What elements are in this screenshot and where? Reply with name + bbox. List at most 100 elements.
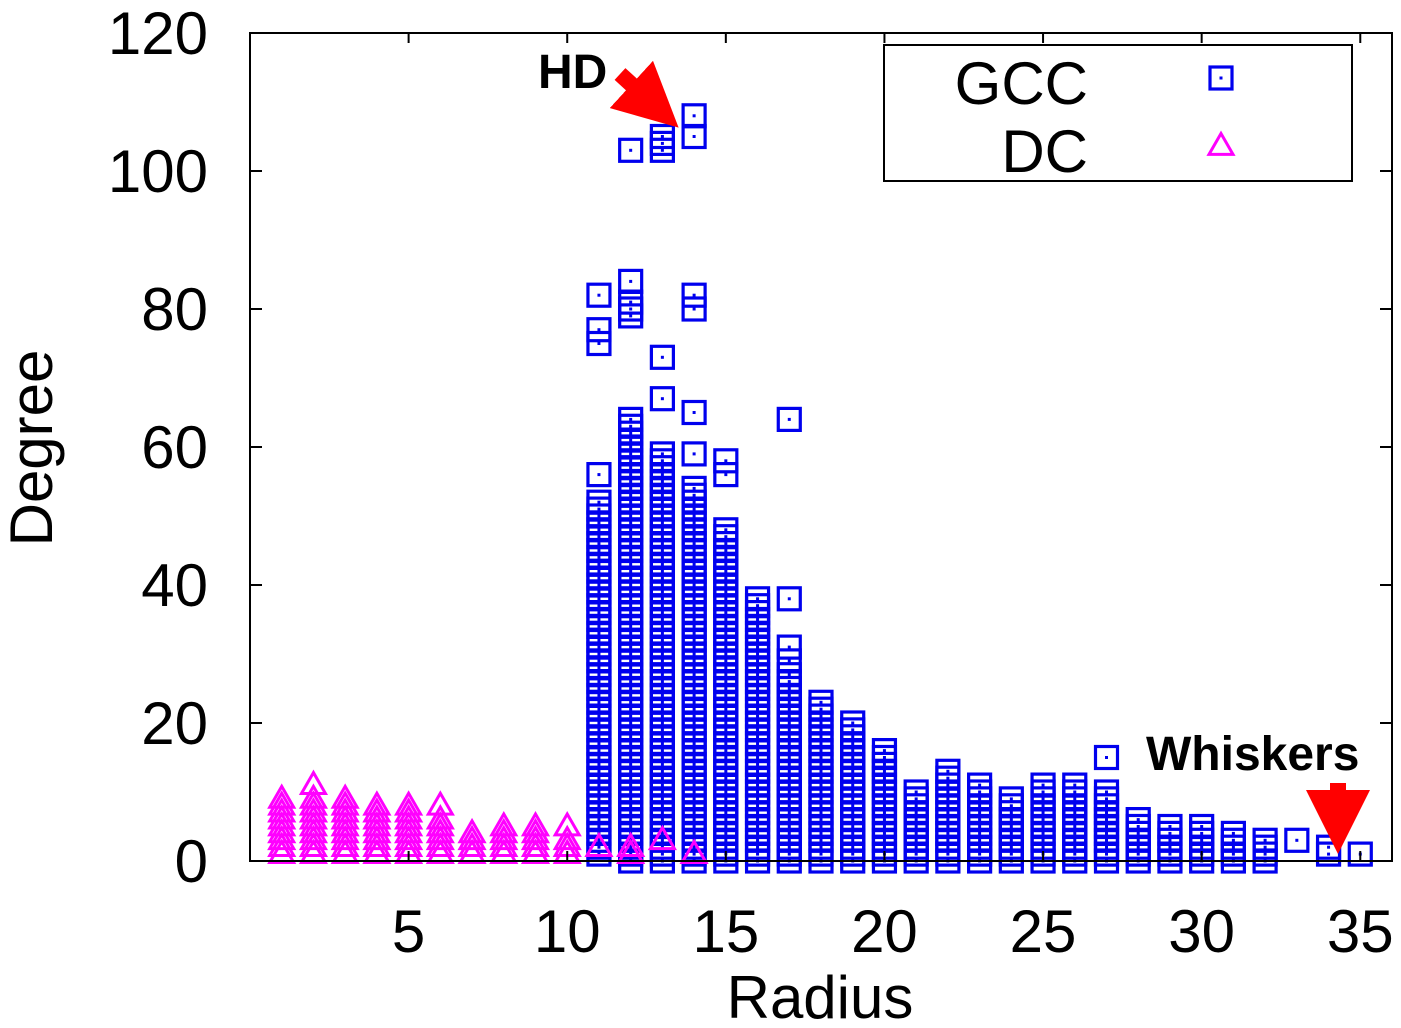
gcc-dot — [787, 756, 791, 759]
gcc-dot — [660, 486, 664, 490]
gcc-dot — [724, 769, 728, 773]
gcc-dot — [597, 507, 601, 511]
gcc-point — [681, 441, 707, 467]
gcc-dot — [756, 728, 760, 732]
gcc-dot — [946, 811, 950, 815]
gcc-dot — [597, 825, 601, 828]
gcc-dot — [692, 797, 696, 801]
gcc-dot — [1136, 852, 1140, 856]
gcc-square — [681, 282, 707, 308]
gcc-dot — [724, 562, 728, 566]
gcc-dot — [914, 804, 918, 808]
gcc-dot — [756, 831, 760, 835]
x-tick-label: 15 — [692, 898, 759, 965]
gcc-square — [586, 462, 612, 488]
gcc-dot — [851, 831, 855, 835]
gcc-dot — [597, 845, 601, 849]
gcc-dot — [724, 687, 728, 690]
gcc-dot — [756, 687, 760, 690]
dc-point — [489, 838, 519, 864]
gcc-dot — [787, 721, 791, 725]
gcc-dot — [756, 638, 760, 642]
gcc-dot — [756, 811, 760, 815]
gcc-dot — [660, 141, 664, 145]
dc-point — [362, 817, 392, 844]
dc-triangle — [679, 838, 709, 864]
gcc-dot — [787, 693, 791, 697]
dc-point — [394, 790, 424, 816]
gcc-dot — [787, 804, 791, 808]
dc-point — [330, 838, 360, 864]
gcc-dot — [660, 597, 664, 601]
gcc-square — [776, 648, 802, 674]
dc-point — [267, 790, 297, 816]
gcc-dot — [692, 452, 696, 456]
gcc-dot — [787, 714, 791, 718]
gcc-dot — [660, 769, 664, 773]
dc-triangle — [298, 797, 329, 823]
gcc-dot — [724, 618, 728, 621]
gcc-dot — [724, 756, 728, 759]
gcc-dot — [629, 687, 633, 690]
gcc-dot — [629, 762, 633, 766]
gcc-dot — [597, 818, 601, 822]
series-gcc — [586, 103, 1373, 874]
dc-triangle — [267, 810, 297, 837]
gcc-dot — [914, 838, 918, 842]
gcc-dot — [660, 618, 664, 621]
gcc-dot — [724, 659, 728, 663]
gcc-dot — [724, 749, 728, 753]
gcc-point — [586, 489, 612, 515]
gcc-square — [776, 634, 802, 660]
gcc-dot — [1168, 845, 1172, 849]
dc-point — [679, 838, 709, 864]
gcc-dot — [819, 838, 823, 842]
gcc-dot — [787, 790, 791, 794]
gcc-dot — [882, 831, 886, 835]
dc-triangle — [425, 804, 455, 830]
gcc-dot — [946, 845, 950, 849]
y-tick-label: 40 — [141, 552, 208, 619]
gcc-dot — [629, 742, 633, 746]
gcc-dot — [978, 852, 982, 856]
gcc-dot — [1105, 797, 1108, 801]
dc-point — [520, 831, 551, 858]
gcc-dot — [914, 825, 918, 828]
gcc-dot — [724, 638, 728, 642]
gcc-dot — [660, 762, 664, 766]
dc-point — [298, 783, 329, 809]
gcc-dot — [629, 728, 633, 732]
gcc-dot — [787, 728, 791, 732]
gcc-dot — [597, 638, 601, 642]
gcc-square — [618, 268, 644, 294]
gcc-dot — [1231, 831, 1235, 835]
gcc-dot — [597, 535, 601, 539]
gcc-dot — [819, 831, 823, 835]
gcc-dot — [660, 459, 664, 463]
gcc-dot — [597, 714, 601, 718]
gcc-dot — [946, 790, 950, 794]
gcc-dot — [597, 562, 601, 566]
dc-triangle — [267, 817, 297, 844]
gcc-square — [649, 441, 675, 467]
gcc-dot — [1009, 852, 1013, 856]
gcc-dot — [692, 673, 696, 677]
dc-triangle — [298, 838, 329, 864]
x-tick-label: 30 — [1168, 898, 1235, 965]
gcc-dot — [692, 735, 696, 739]
gcc-dot — [692, 804, 696, 808]
gcc-dot — [597, 735, 601, 739]
gcc-dot — [692, 514, 696, 518]
gcc-dot — [692, 293, 696, 297]
x-tick-label: 25 — [1010, 898, 1077, 965]
dc-point — [616, 838, 646, 864]
gcc-dot — [819, 797, 823, 801]
gcc-dot — [724, 742, 728, 746]
gcc-dot — [787, 831, 791, 835]
gcc-dot — [597, 542, 601, 546]
gcc-point — [1093, 744, 1120, 771]
y-tick-label: 120 — [108, 0, 208, 67]
dc-triangle — [457, 838, 487, 864]
gcc-dot — [692, 535, 696, 539]
gcc-dot — [692, 790, 696, 794]
